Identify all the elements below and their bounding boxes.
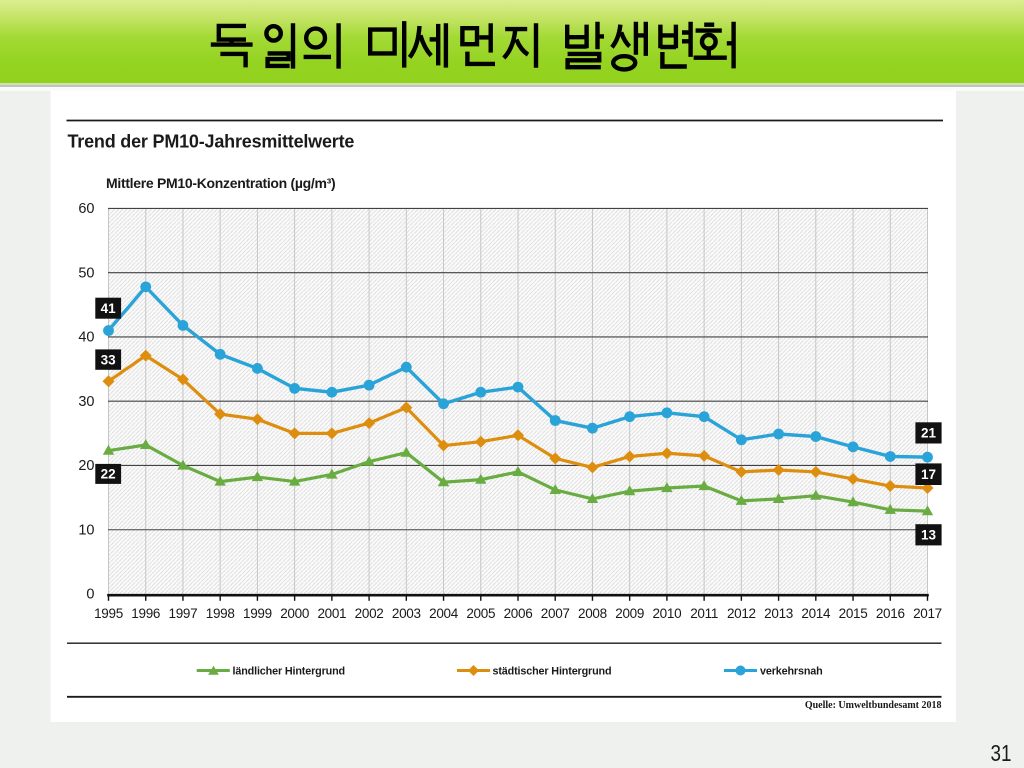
svg-text:60: 60 <box>78 201 94 217</box>
svg-text:2017: 2017 <box>913 606 942 621</box>
svg-text:2009: 2009 <box>615 606 644 621</box>
svg-text:33: 33 <box>101 352 117 367</box>
svg-text:ländlicher Hintergrund: ländlicher Hintergrund <box>233 666 345 678</box>
svg-text:17: 17 <box>921 467 936 482</box>
svg-text:1995: 1995 <box>94 606 123 621</box>
svg-text:2010: 2010 <box>652 606 681 621</box>
svg-text:1998: 1998 <box>206 606 235 621</box>
svg-text:41: 41 <box>101 301 117 316</box>
svg-text:50: 50 <box>78 265 94 281</box>
svg-text:30: 30 <box>78 394 94 410</box>
svg-text:2005: 2005 <box>466 606 495 621</box>
svg-text:verkehrsnah: verkehrsnah <box>760 666 823 678</box>
svg-text:10: 10 <box>78 522 94 538</box>
svg-text:40: 40 <box>78 330 94 346</box>
svg-text:städtischer Hintergrund: städtischer Hintergrund <box>493 666 612 678</box>
svg-text:2003: 2003 <box>392 606 421 621</box>
svg-text:Trend der PM10-Jahresmittelwer: Trend der PM10-Jahresmittelwerte <box>68 132 355 152</box>
svg-text:1999: 1999 <box>243 606 272 621</box>
svg-text:1996: 1996 <box>131 606 160 621</box>
svg-text:20: 20 <box>78 458 94 474</box>
svg-text:21: 21 <box>921 426 937 441</box>
svg-text:0: 0 <box>86 587 94 603</box>
svg-text:2001: 2001 <box>317 606 346 621</box>
svg-text:2007: 2007 <box>541 606 570 621</box>
svg-text:22: 22 <box>101 467 116 482</box>
svg-text:2014: 2014 <box>801 606 831 621</box>
svg-text:2000: 2000 <box>280 606 309 621</box>
svg-text:2008: 2008 <box>578 606 607 621</box>
svg-text:2016: 2016 <box>876 606 905 621</box>
svg-text:2004: 2004 <box>429 606 459 621</box>
svg-text:1997: 1997 <box>169 606 198 621</box>
svg-text:2015: 2015 <box>839 606 868 621</box>
svg-text:2006: 2006 <box>504 606 533 621</box>
svg-text:2011: 2011 <box>690 606 718 621</box>
svg-text:Mittlere PM10-Konzentration (µ: Mittlere PM10-Konzentration (µg/m³) <box>106 175 335 191</box>
svg-text:2012: 2012 <box>727 606 756 621</box>
svg-text:2002: 2002 <box>355 606 384 621</box>
svg-text:13: 13 <box>921 528 937 543</box>
svg-text:Quelle: Umweltbundesamt 2018: Quelle: Umweltbundesamt 2018 <box>805 700 942 711</box>
svg-text:2013: 2013 <box>764 606 793 621</box>
svg-text:31: 31 <box>991 741 1012 766</box>
